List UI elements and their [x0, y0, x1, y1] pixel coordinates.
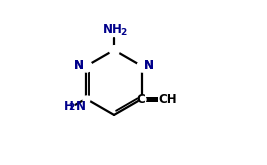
Text: H: H	[64, 100, 74, 113]
Text: NH: NH	[103, 23, 123, 36]
Text: N: N	[76, 100, 86, 113]
Text: N: N	[74, 59, 84, 72]
Text: N: N	[144, 59, 154, 72]
Text: CH: CH	[158, 93, 177, 106]
Text: C: C	[136, 93, 145, 106]
Text: 2: 2	[68, 103, 74, 112]
Text: N: N	[74, 59, 84, 72]
Text: N: N	[144, 59, 154, 72]
Text: 2: 2	[120, 28, 127, 37]
